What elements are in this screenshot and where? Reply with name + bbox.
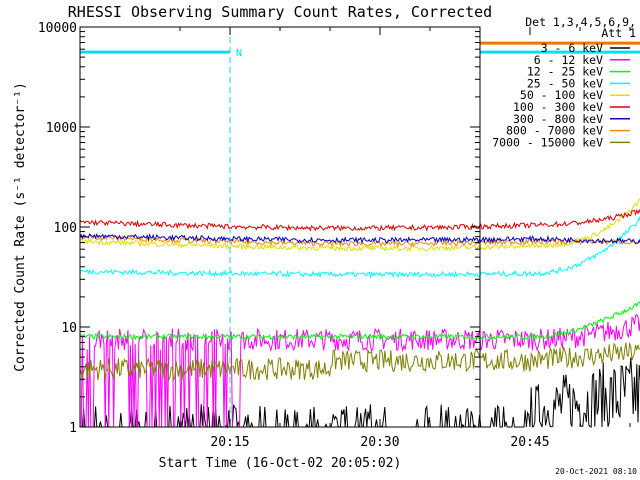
flag-label: N bbox=[236, 48, 242, 59]
legend-entry-label: 300 - 800 keV bbox=[513, 112, 603, 126]
series-3 bbox=[79, 216, 640, 279]
legend-entry-label: 800 - 7000 keV bbox=[506, 124, 603, 138]
legend-entry-label: 6 - 12 keV bbox=[534, 53, 603, 67]
y-tick-label: 10 bbox=[61, 321, 77, 336]
y-axis-label: Corrected Count Rate (s⁻¹ detector⁻¹) bbox=[13, 82, 28, 372]
x-tick-label: 20:45 bbox=[510, 435, 549, 450]
plot-frame bbox=[79, 26, 481, 428]
legend-entry-label: 50 - 100 keV bbox=[520, 88, 603, 102]
flag-s: S bbox=[480, 41, 640, 45]
axis-layer: 20:1520:3020:4521:0021:1521:3021:4511010… bbox=[38, 21, 631, 450]
series-layer bbox=[79, 198, 640, 429]
y-tick-label: 10000 bbox=[38, 21, 77, 36]
x-tick-label: 20:15 bbox=[210, 435, 249, 450]
y-tick-label: 1000 bbox=[46, 121, 77, 136]
series-line bbox=[79, 301, 640, 341]
series-line bbox=[79, 208, 640, 232]
series-line bbox=[79, 232, 640, 245]
legend-entry-label: 3 - 6 keV bbox=[541, 41, 603, 55]
series-1 bbox=[80, 313, 640, 428]
flag-layer: NS bbox=[80, 27, 640, 427]
x-axis-label: Start Time (16-Oct-02 20:05:02) bbox=[159, 456, 402, 471]
legend-entry-label: 25 - 50 keV bbox=[527, 76, 603, 90]
series-line bbox=[79, 341, 640, 382]
y-tick-label: 100 bbox=[54, 221, 77, 236]
series-line bbox=[80, 313, 640, 428]
y-tick-label: 1 bbox=[69, 421, 77, 436]
timestamp-label: 20-Oct-2021 08:10 bbox=[555, 467, 637, 476]
series-6 bbox=[79, 232, 640, 245]
legend-header: Att 1 bbox=[601, 26, 636, 40]
series-2 bbox=[79, 301, 640, 341]
legend-entry-label: 12 - 25 keV bbox=[527, 65, 603, 79]
series-5 bbox=[79, 208, 640, 232]
legend-entry-label: 7000 - 15000 keV bbox=[492, 135, 603, 149]
legend-entry-label: 100 - 300 keV bbox=[513, 100, 603, 114]
x-tick-label: 20:30 bbox=[360, 435, 399, 450]
chart-title: RHESSI Observing Summary Count Rates, Co… bbox=[68, 3, 492, 21]
series-8 bbox=[79, 341, 640, 382]
legend-header: Det 1,3,4,5,6,9, bbox=[525, 15, 636, 29]
series-line bbox=[79, 216, 640, 279]
flag-n: N bbox=[80, 27, 640, 427]
